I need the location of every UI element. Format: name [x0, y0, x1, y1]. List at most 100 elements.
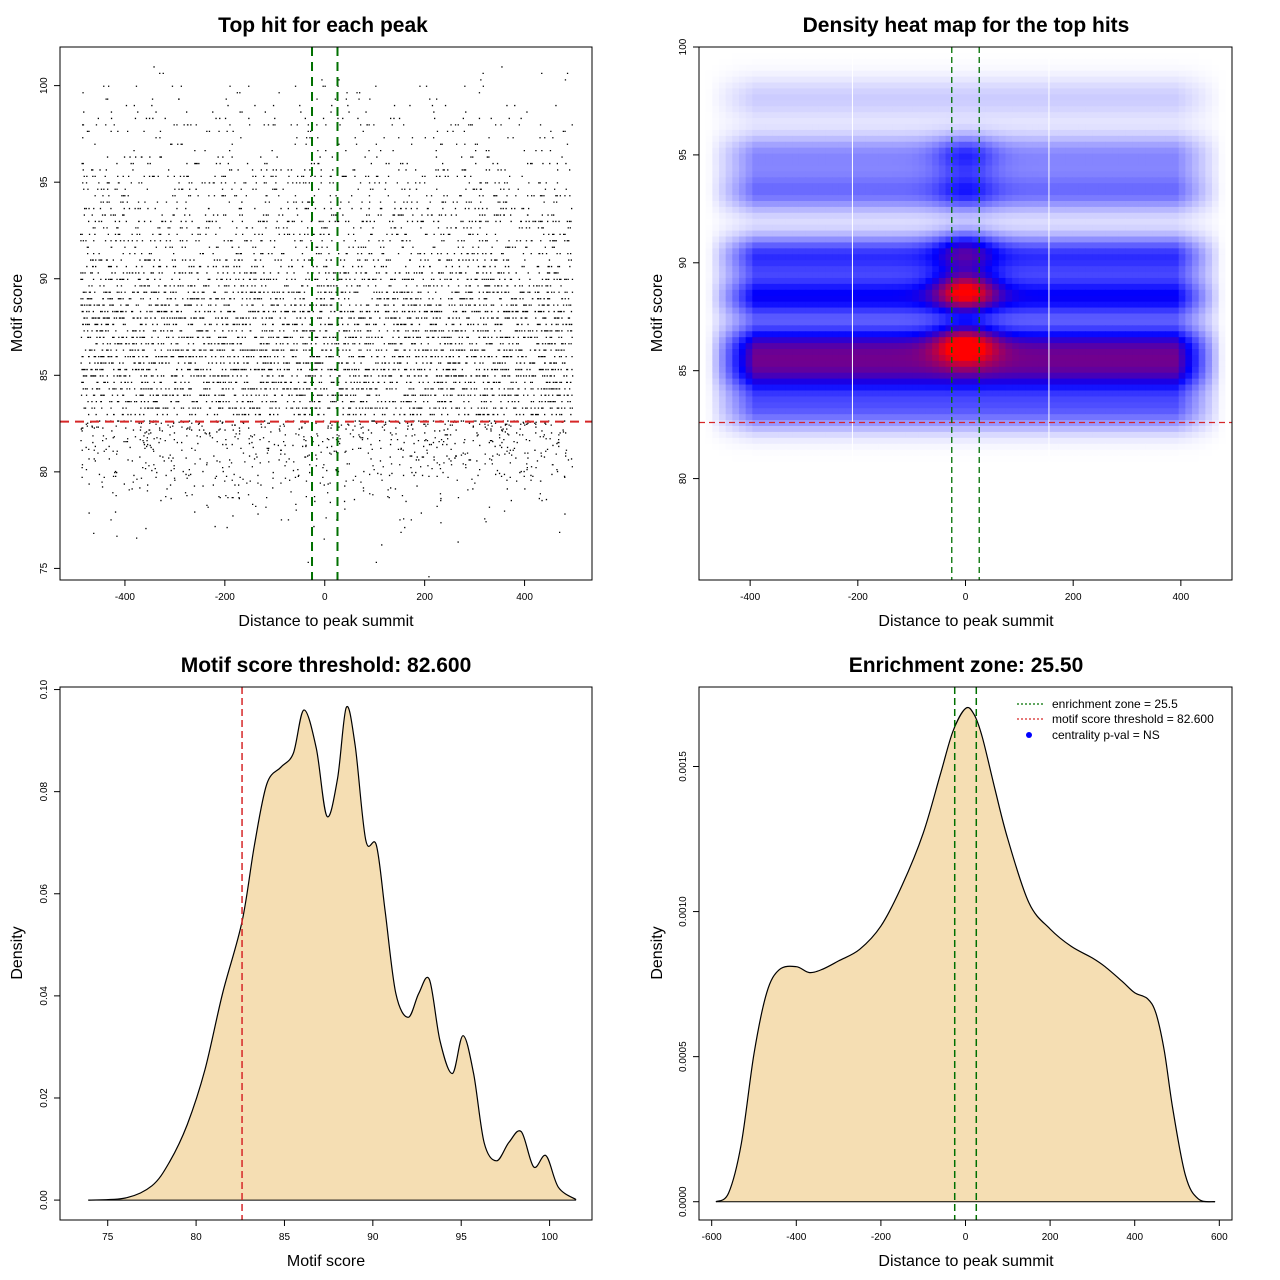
heatmap-cell — [1032, 236, 1040, 244]
heatmap-cell — [1032, 349, 1040, 356]
heatmap-cell — [1198, 52, 1206, 60]
heatmap-cell — [812, 390, 820, 398]
heatmap-cell — [912, 230, 920, 238]
heatmap-cell — [1225, 349, 1232, 356]
heatmap-cell — [1225, 212, 1232, 220]
heatmap-cell — [818, 112, 827, 119]
heatmap-cell — [912, 135, 920, 143]
heatmap-cell — [912, 123, 920, 131]
heatmap-cell — [1058, 325, 1067, 332]
heatmap-cell — [1212, 254, 1220, 261]
heatmap-cell — [858, 396, 867, 403]
heatmap-cell — [1165, 177, 1173, 184]
heatmap-cell — [785, 224, 793, 232]
heatmap-cell — [858, 331, 867, 338]
heatmap-cell — [1138, 183, 1146, 190]
heatmap-cell — [998, 165, 1007, 172]
heatmap-cell — [885, 337, 893, 344]
heatmap-cell — [892, 218, 900, 226]
heatmap-cell — [998, 277, 1007, 285]
heatmap-cell — [985, 402, 993, 409]
heatmap-cell — [885, 118, 893, 125]
heatmap-cell — [912, 402, 920, 409]
heatmap-cell — [1098, 236, 1107, 244]
heatmap-cell — [872, 147, 880, 155]
heatmap-cell — [925, 70, 933, 78]
heatmap-cell — [825, 147, 833, 155]
heatmap-cell — [985, 218, 993, 226]
heatmap-cell — [818, 171, 827, 178]
heatmap-cell — [1138, 112, 1146, 119]
heatmap-cell — [1085, 337, 1093, 344]
heatmap-cell — [818, 70, 827, 78]
heatmap-cell — [1212, 248, 1220, 255]
heatmap-cell — [1112, 141, 1120, 149]
heatmap-cell — [738, 47, 747, 54]
heatmap-cell — [1185, 218, 1193, 226]
heatmap-cell — [918, 331, 927, 338]
heatmap-cell — [832, 313, 840, 321]
heatmap-cell — [998, 147, 1007, 155]
heatmap-cell — [1078, 165, 1087, 172]
heatmap-cell — [758, 343, 767, 350]
heatmap-cell — [1012, 277, 1020, 285]
heatmap-cell — [1225, 224, 1232, 232]
heatmap-cell — [805, 396, 813, 403]
heatmap-cell — [1218, 100, 1226, 107]
heatmap-cell — [1058, 266, 1067, 273]
heatmap-cell — [1152, 64, 1160, 72]
heatmap-cell — [785, 337, 793, 344]
heatmap-cell — [1118, 354, 1126, 362]
heatmap-cell — [1085, 88, 1093, 95]
heatmap-cell — [1218, 354, 1226, 362]
heatmap-cell — [952, 260, 960, 267]
heatmap-cell — [1172, 70, 1180, 78]
heatmap-cell — [998, 106, 1007, 113]
heatmap-cell — [878, 177, 887, 184]
heatmap-cell — [1158, 277, 1166, 285]
heatmap-cell — [778, 354, 787, 362]
heatmap-cell — [905, 177, 913, 184]
heatmap-cell — [1092, 123, 1100, 131]
heatmap-cell — [938, 206, 947, 214]
heatmap-cell — [1125, 289, 1133, 297]
heatmap-cell — [998, 337, 1007, 344]
heatmap-cell — [772, 337, 780, 344]
heatmap-cell — [1178, 123, 1186, 131]
heatmap-cell — [765, 47, 773, 54]
heatmap-cell — [958, 343, 967, 350]
heatmap-cell — [898, 206, 907, 214]
heatmap-cell — [998, 230, 1007, 238]
heatmap-cell — [738, 147, 747, 155]
heatmap-cell — [1058, 354, 1067, 362]
heatmap-cell — [918, 94, 927, 101]
heatmap-cell — [938, 88, 947, 95]
heatmap-cell — [978, 331, 987, 338]
heatmap-cell — [765, 319, 773, 326]
heatmap-cell — [1118, 402, 1126, 409]
heatmap-cell — [965, 408, 973, 415]
heatmap-cell — [838, 378, 847, 386]
heatmap-cell — [978, 200, 987, 208]
heatmap-cell — [798, 295, 807, 303]
heatmap-cell — [838, 159, 847, 167]
heatmap-cell — [872, 135, 880, 143]
heatmap-cell — [1172, 236, 1180, 244]
heatmap-cell — [878, 254, 887, 261]
heatmap-cell — [1005, 390, 1013, 398]
heatmap-cell — [958, 123, 967, 131]
heatmap-cell — [978, 183, 987, 190]
heatmap-cell — [818, 307, 827, 315]
heatmap-cell — [1132, 106, 1140, 113]
heatmap-cell — [1225, 260, 1232, 267]
heatmap-cell — [878, 402, 887, 409]
heatmap-cell — [952, 242, 960, 249]
heatmap-cell — [958, 165, 967, 172]
heatmap-cell — [705, 153, 713, 161]
heatmap-cell — [1185, 118, 1193, 125]
heatmap-cell — [978, 195, 987, 202]
heatmap-cell — [838, 301, 847, 309]
heatmap-cell — [1138, 206, 1146, 214]
heatmap-cell — [718, 378, 727, 386]
heatmap-cell — [752, 70, 760, 78]
